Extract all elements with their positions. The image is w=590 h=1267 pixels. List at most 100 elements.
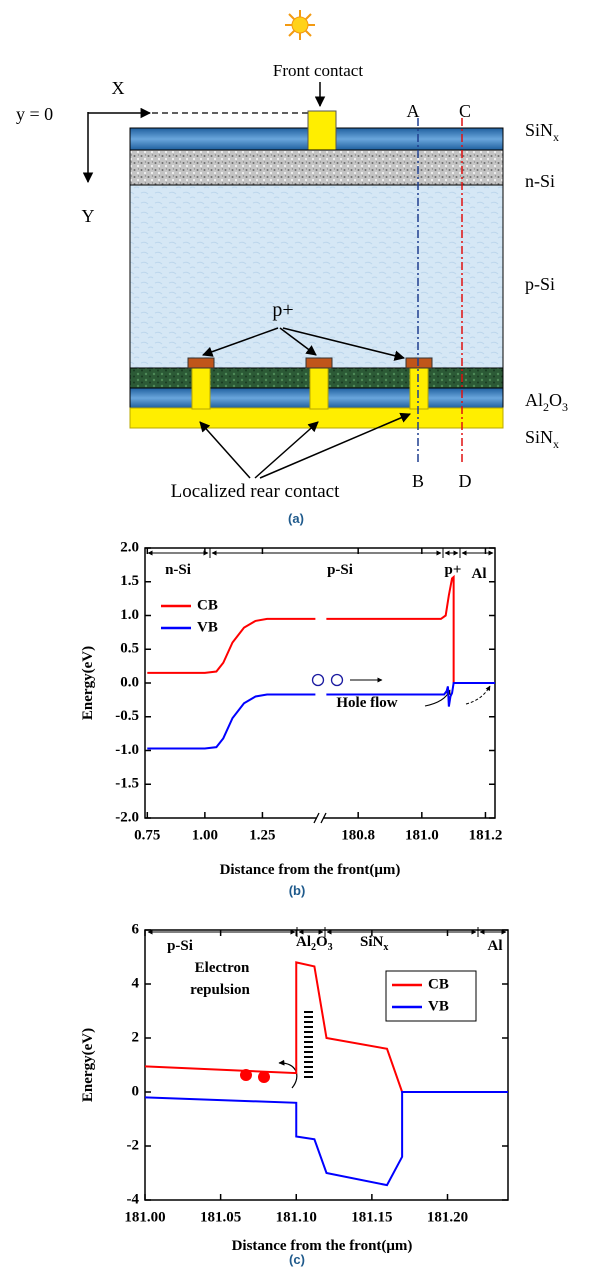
caption: (c) [289, 1252, 305, 1267]
plot-frame [144, 547, 496, 819]
layer-label-part: p-Si [525, 274, 555, 294]
legend-label: CB [197, 597, 218, 613]
region-arrows [147, 548, 494, 558]
p-plus-label: p+ [272, 299, 293, 321]
x-tick-label: 181.2 [469, 827, 503, 843]
x-tick-label: 1.00 [192, 827, 218, 843]
y-tick-label: 6 [132, 921, 140, 937]
curved-arrow [278, 1059, 298, 1089]
layer-label: n-Si [525, 171, 555, 191]
y-tick-label: -4 [127, 1191, 140, 1207]
region-label: Al [472, 566, 487, 582]
y-tick-label: 0.5 [120, 641, 139, 657]
layer-label-part: Al [525, 390, 543, 410]
y-tick-label: 1.5 [120, 573, 139, 589]
p-plus-cap [405, 357, 433, 369]
x-axis-title: Distance from the front(μm) [220, 862, 401, 878]
electron [258, 1071, 270, 1083]
caption: (a) [288, 511, 304, 526]
region-label-part: Al [296, 934, 311, 950]
x-tick-label: 181.05 [200, 1209, 241, 1225]
y-tick-label: -0.5 [115, 708, 139, 724]
x-tick-label: 180.8 [341, 827, 375, 843]
arrow [254, 421, 319, 479]
series-line [144, 1091, 508, 1187]
p-plus-cap [187, 357, 215, 369]
y-tick-label: 0.0 [120, 674, 139, 690]
region-label: p-Si [327, 562, 353, 578]
y-tick-label: 1.0 [120, 607, 139, 623]
region-label-sub: x [383, 942, 388, 953]
x-tick-label: 181.15 [351, 1209, 392, 1225]
axis-break-gap [317, 814, 323, 822]
layer-label: Al2O3 [525, 390, 568, 414]
axis-break [313, 812, 327, 824]
layer-label: p-Si [525, 274, 555, 294]
line-label: D [459, 471, 472, 491]
n-si-layer [129, 149, 504, 186]
arrow [259, 412, 411, 479]
layer-label-part: SiN [525, 427, 553, 447]
legend-label: VB [197, 619, 218, 635]
region-label-sub: 3 [328, 942, 333, 953]
front-contact [307, 110, 337, 151]
y-tick-label: -2.0 [115, 809, 139, 825]
p-plus-arrows [202, 327, 406, 361]
region-label-sub: 2 [311, 942, 316, 953]
y-tick-label: -1.0 [115, 742, 139, 758]
legend-label: VB [428, 998, 449, 1014]
region-label: p+ [445, 562, 462, 578]
line-label: A [407, 101, 420, 121]
layer-label: SiNx [525, 120, 559, 144]
electron [240, 1069, 252, 1081]
rear-contacts [191, 367, 429, 410]
annotation: repulsion [190, 982, 250, 998]
layer-label-sub: x [553, 437, 559, 451]
layer-label-part: O [549, 390, 562, 410]
y-axis-label: Y [82, 206, 95, 226]
p-plus-cap [305, 357, 333, 369]
region-label-part: SiN [360, 934, 384, 950]
region-label: SiNx [360, 934, 388, 953]
sun [285, 10, 315, 40]
y-axis-title: Energy(eV) [80, 646, 96, 720]
sun-disc [291, 16, 309, 34]
legend-label: CB [428, 976, 449, 992]
region-label: n-Si [165, 562, 191, 578]
arrow [279, 327, 317, 356]
annotation: Electron [195, 960, 250, 976]
arrow [202, 327, 279, 357]
x-tick-label: 181.0 [405, 827, 439, 843]
curved-arrow [465, 685, 491, 705]
layer-label-sub: x [553, 130, 559, 144]
line-label: B [412, 471, 424, 491]
series-line [147, 682, 495, 750]
arrow [282, 327, 406, 361]
legend-box [385, 970, 477, 1022]
x-tick-label: 181.00 [124, 1209, 165, 1225]
y-tick-label: -1.5 [115, 776, 139, 792]
x-axis-label: X [112, 78, 125, 98]
region-label-part: O [316, 934, 328, 950]
hole [311, 673, 325, 687]
region-arrows [147, 927, 507, 937]
hole [330, 673, 344, 687]
layer-label-part: SiN [525, 120, 553, 140]
rear-contact-label: Localized rear contact [171, 481, 340, 502]
x-tick-label: 181.20 [427, 1209, 468, 1225]
layer-label-part: n-Si [525, 171, 555, 191]
region-label: p-Si [167, 938, 193, 954]
y-axis-title: Energy(eV) [80, 1028, 96, 1102]
x-tick-label: 181.10 [276, 1209, 317, 1225]
plot-frame [144, 929, 509, 1201]
arrow [199, 421, 251, 479]
origin-label: y = 0 [16, 104, 53, 124]
rear-contact [409, 367, 429, 410]
p-plus-caps [187, 357, 433, 369]
y-tick-label: -2 [127, 1137, 140, 1153]
y-tick-label: 4 [132, 975, 140, 991]
layer-label-sub: 2 [543, 400, 549, 414]
caption: (b) [289, 883, 306, 898]
